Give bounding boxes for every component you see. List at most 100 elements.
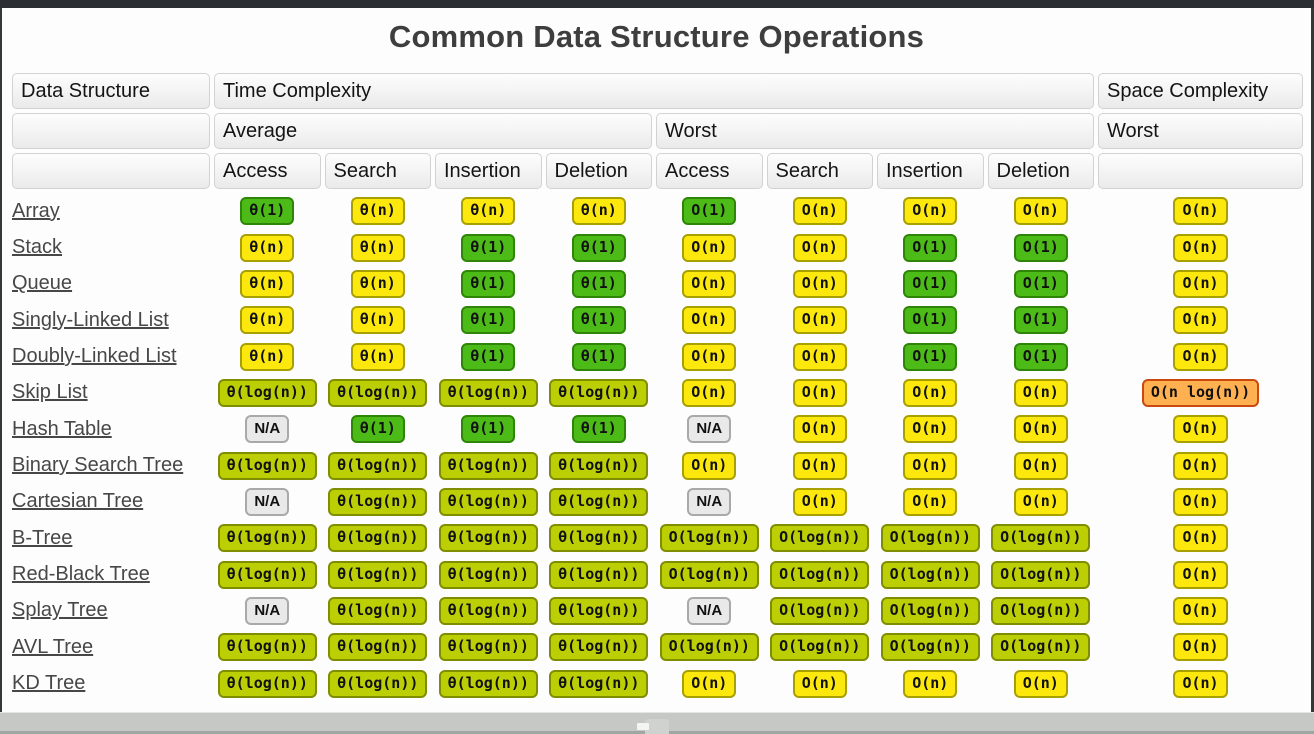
datastructure-link-splay-tree[interactable]: Splay Tree [12,599,108,622]
datastructure-link-skip-list[interactable]: Skip List [12,381,88,404]
complexity-badge: O(n) [1173,233,1228,262]
datastructure-link-red-black-tree[interactable]: Red-Black Tree [12,563,150,586]
header-space-worst: Worst [1098,113,1303,149]
complexity-badge: θ(log(n)) [438,560,538,589]
window-top-bar [0,0,1314,8]
cell-worst-search: O(n) [767,338,874,374]
cell-worst-insertion: O(1) [877,302,984,338]
cell-worst-access: O(log(n)) [656,629,763,665]
complexity-badge: θ(1) [350,415,405,444]
cell-avg-deletion: θ(1) [546,266,653,302]
cell-worst-deletion: O(1) [988,338,1095,374]
complexity-badge: N/A [245,415,290,444]
cell-avg-insertion: θ(n) [435,193,542,229]
datastructure-link-stack[interactable]: Stack [12,236,63,259]
datastructure-link-binary-search-tree[interactable]: Binary Search Tree [12,454,184,477]
complexity-badge: θ(log(n)) [438,487,538,516]
cell-worst-access: O(n) [656,665,763,701]
complexity-badge: θ(1) [240,197,295,226]
header-worst-search: Search [766,153,873,189]
complexity-badge: O(n) [682,269,737,298]
datastructure-link-doubly-linked-list[interactable]: Doubly-Linked List [12,345,177,368]
cell-worst-insertion: O(log(n)) [877,520,984,556]
complexity-badge: θ(log(n)) [328,560,428,589]
cell-worst-access: N/A [656,411,763,447]
cell-worst-search: O(n) [767,266,874,302]
cell-space-worst: O(n) [1098,447,1303,483]
row-label-b-tree: B-Tree [12,520,210,556]
cell-worst-access: O(log(n)) [656,556,763,592]
complexity-badge: O(n) [792,342,847,371]
cell-space-worst: O(n) [1098,266,1303,302]
header-blank [1098,153,1303,189]
row-label-stack: Stack [12,229,210,265]
datastructure-link-hash-table[interactable]: Hash Table [12,417,112,440]
complexity-badge: θ(1) [461,269,516,298]
complexity-badge: O(1) [1013,233,1068,262]
complexity-badge: O(n) [792,669,847,698]
cell-worst-search: O(n) [767,375,874,411]
complexity-badge: O(n) [792,197,847,226]
cell-avg-search: θ(n) [325,266,432,302]
cell-avg-search: θ(log(n)) [325,447,432,483]
header-blank [12,153,210,189]
complexity-badge: O(1) [903,306,958,335]
header-avg-insertion: Insertion [435,153,542,189]
complexity-badge: θ(log(n)) [328,487,428,516]
cell-avg-access: θ(log(n)) [214,629,321,665]
cell-worst-insertion: O(n) [877,447,984,483]
cell-worst-insertion: O(n) [877,665,984,701]
complexity-badge: O(n) [903,378,958,407]
cell-space-worst: O(n) [1098,193,1303,229]
datastructure-link-queue[interactable]: Queue [12,272,73,295]
cell-avg-deletion: θ(n) [546,193,653,229]
complexity-badge: θ(log(n)) [438,596,538,625]
header-worst-deletion: Deletion [987,153,1094,189]
cell-space-worst: O(n) [1098,411,1303,447]
cell-avg-search: θ(log(n)) [325,665,432,701]
datastructure-link-b-tree[interactable]: B-Tree [12,526,73,549]
complexity-badge: O(n) [792,233,847,262]
complexity-badge: O(n) [792,378,847,407]
cell-avg-insertion: θ(log(n)) [435,484,542,520]
cell-worst-deletion: O(log(n)) [988,593,1095,629]
datastructure-link-singly-linked-list[interactable]: Singly-Linked List [12,308,169,331]
complexity-badge: O(log(n)) [991,596,1091,625]
complexity-badge: θ(log(n)) [438,524,538,553]
datastructure-link-avl-tree[interactable]: AVL Tree [12,635,94,658]
complexity-badge: θ(log(n)) [217,560,317,589]
complexity-badge: θ(log(n)) [217,451,317,480]
row-label-red-black-tree: Red-Black Tree [12,556,210,592]
cell-avg-insertion: θ(log(n)) [435,447,542,483]
header-worst-access: Access [656,153,763,189]
datastructure-link-cartesian-tree[interactable]: Cartesian Tree [12,490,144,513]
complexity-badge: θ(n) [240,269,295,298]
complexity-badge: O(n) [682,378,737,407]
row-label-kd-tree: KD Tree [12,665,210,701]
cell-worst-deletion: O(log(n)) [988,556,1095,592]
complexity-badge: θ(log(n)) [217,378,317,407]
complexity-badge: θ(log(n)) [549,560,649,589]
cell-avg-search: θ(log(n)) [325,593,432,629]
cell-avg-access: N/A [214,484,321,520]
row-label-binary-search-tree: Binary Search Tree [12,447,210,483]
datastructure-link-array[interactable]: Array [12,199,60,222]
complexity-badge: O(n) [1013,487,1068,516]
cell-worst-insertion: O(1) [877,229,984,265]
cell-worst-insertion: O(log(n)) [877,556,984,592]
complexity-badge: O(log(n)) [991,524,1091,553]
cell-worst-deletion: O(n) [988,665,1095,701]
cell-worst-access: O(n) [656,338,763,374]
datastructure-link-kd-tree[interactable]: KD Tree [12,672,86,695]
complexity-badge: O(n) [903,197,958,226]
cell-avg-insertion: θ(1) [435,229,542,265]
cell-worst-deletion: O(1) [988,229,1095,265]
complexity-badge: θ(n) [240,306,295,335]
cell-avg-insertion: θ(1) [435,411,542,447]
complexity-badge: θ(log(n)) [549,378,649,407]
cell-avg-insertion: θ(log(n)) [435,593,542,629]
complexity-badge: θ(log(n)) [549,524,649,553]
row-label-doubly-linked-list: Doubly-Linked List [12,338,210,374]
complexity-badge: O(n) [1173,633,1228,662]
cell-worst-insertion: O(log(n)) [877,629,984,665]
